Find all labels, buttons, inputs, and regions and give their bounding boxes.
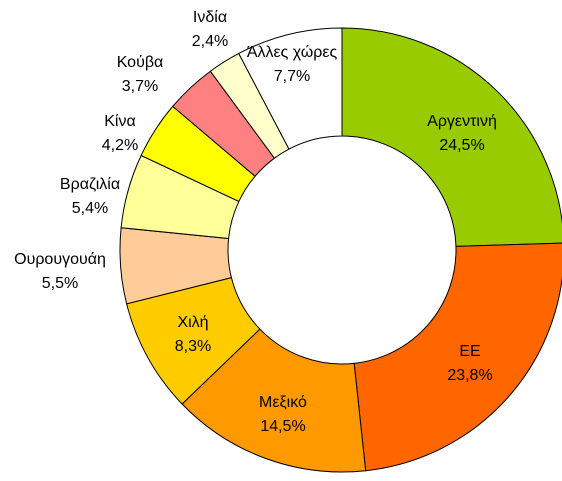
- donut-slice: [353, 242, 562, 472]
- slice-label: ΕΕ: [459, 343, 480, 360]
- value-label: 4,2%: [102, 137, 138, 154]
- slice-label: Ουρουγουάη: [14, 251, 106, 268]
- slice-label: Αργεντινή: [427, 113, 497, 130]
- slice-label: Κίνα: [104, 113, 135, 130]
- slice-label: Κούβα: [117, 54, 164, 71]
- value-label: 14,5%: [260, 418, 305, 435]
- slice-label: Άλλες χώρες: [247, 44, 338, 61]
- value-label: 23,8%: [447, 367, 492, 384]
- slice-label: Χιλή: [177, 314, 208, 331]
- value-label: 24,5%: [439, 137, 484, 154]
- value-label: 5,4%: [72, 200, 108, 217]
- value-label: 5,5%: [42, 275, 78, 292]
- value-label: 2,4%: [192, 33, 228, 50]
- value-label: 3,7%: [122, 78, 158, 95]
- value-label: 7,7%: [274, 68, 310, 85]
- donut-slice: [181, 328, 367, 473]
- slice-label: Βραζιλία: [60, 176, 120, 193]
- slice-label: Ινδία: [193, 9, 227, 26]
- slice-label: Μεξικό: [259, 394, 307, 411]
- value-label: 8,3%: [175, 338, 211, 355]
- donut-slice: [238, 27, 343, 150]
